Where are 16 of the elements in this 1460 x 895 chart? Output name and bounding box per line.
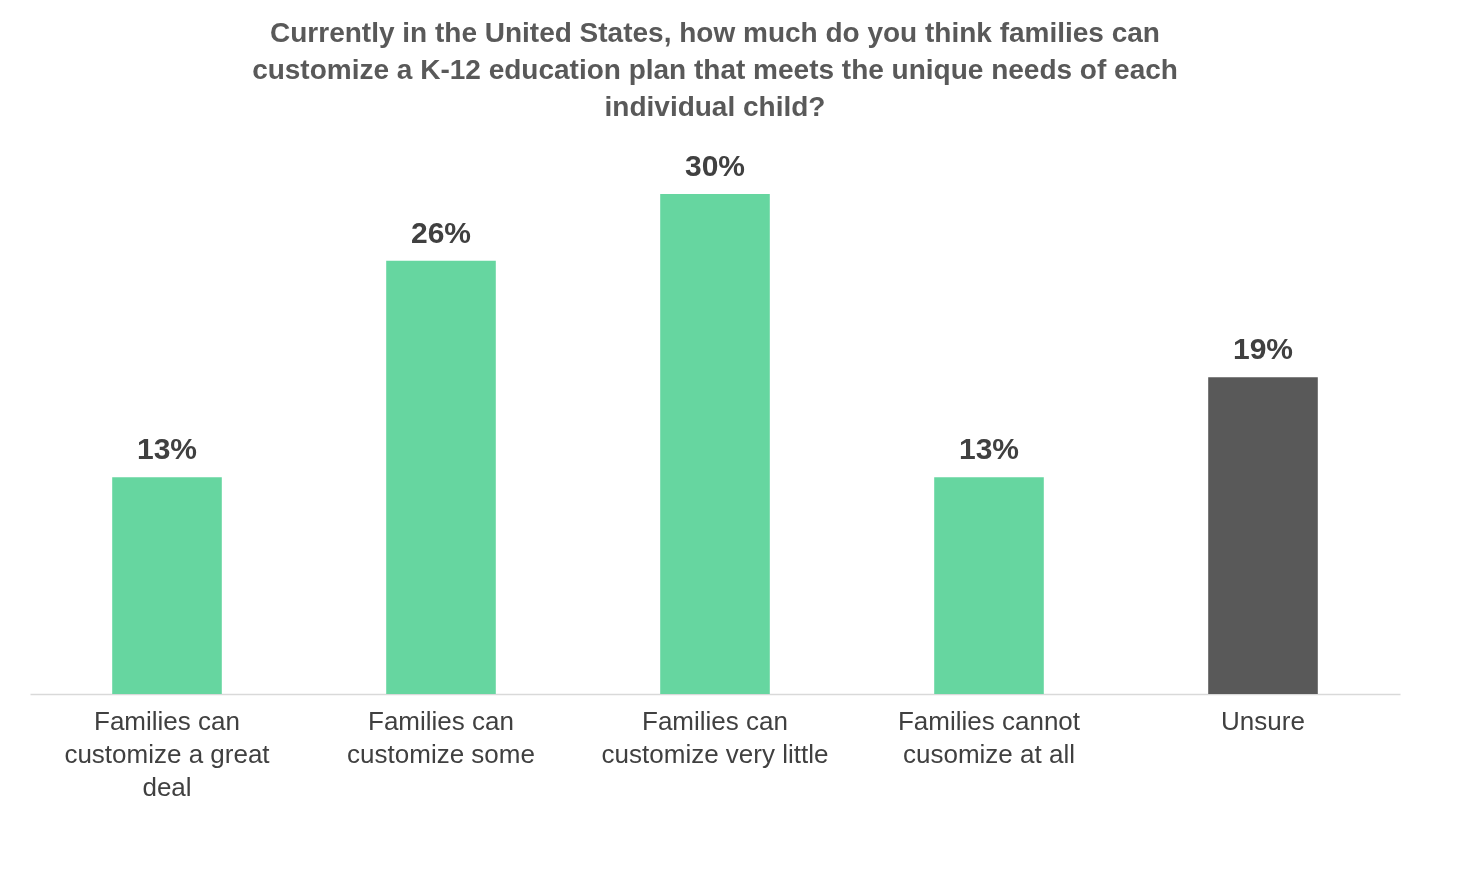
x-tick-label: Families can customize a great deal bbox=[64, 705, 271, 802]
data-label: 13% bbox=[958, 432, 1020, 466]
bar bbox=[386, 260, 496, 694]
data-label: 26% bbox=[410, 215, 472, 249]
bar bbox=[934, 477, 1044, 694]
x-tick-label: Families can customize very little bbox=[601, 705, 829, 769]
data-label: 30% bbox=[684, 149, 746, 182]
bar bbox=[660, 194, 770, 694]
bar bbox=[1208, 377, 1318, 694]
data-label: 19% bbox=[1232, 332, 1294, 366]
chart-title: Currently in the United States, how much do you think families can customize a K-12 education plan that meets the unique needs of each individual child? bbox=[252, 17, 1178, 122]
x-tick-label: Families cannot cusomize at all bbox=[897, 705, 1081, 769]
data-label: 13% bbox=[136, 432, 198, 466]
bar bbox=[112, 477, 222, 694]
x-tick-label: Families can customize some bbox=[347, 705, 535, 769]
x-tick-label: Unsure bbox=[1221, 705, 1305, 736]
